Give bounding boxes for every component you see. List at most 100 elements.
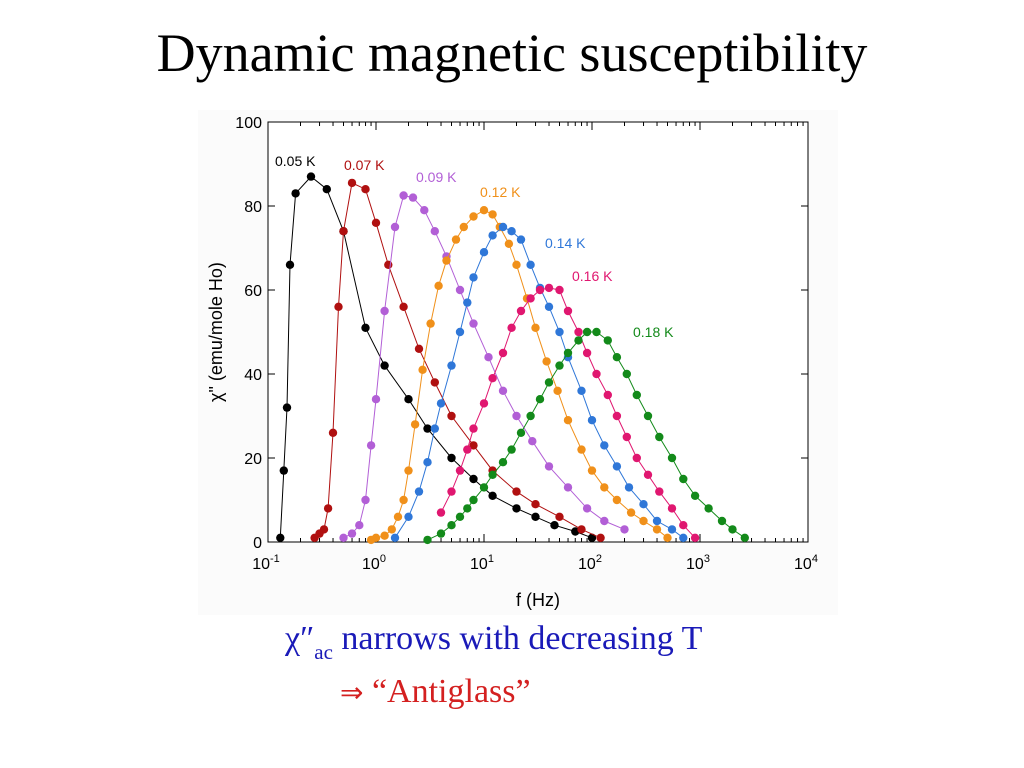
data-point xyxy=(498,222,508,232)
data-point xyxy=(516,428,526,437)
data-point xyxy=(526,260,535,269)
data-point xyxy=(447,361,456,370)
data-point xyxy=(531,323,540,332)
data-point xyxy=(463,298,472,307)
series-0-18-K xyxy=(423,327,749,545)
data-point xyxy=(390,533,400,542)
data-point xyxy=(582,327,592,337)
data-point xyxy=(423,535,432,545)
data-point xyxy=(563,483,573,492)
data-point xyxy=(469,424,478,433)
data-point xyxy=(679,521,688,530)
data-point xyxy=(380,306,389,316)
data-point xyxy=(531,512,540,521)
data-point xyxy=(652,525,662,534)
data-point xyxy=(319,525,329,534)
data-point xyxy=(479,206,489,215)
data-point xyxy=(347,529,357,538)
data-point xyxy=(667,453,677,463)
data-point xyxy=(469,319,478,328)
data-point xyxy=(418,365,427,374)
data-point xyxy=(404,512,413,521)
data-point xyxy=(740,533,749,542)
data-point xyxy=(728,525,737,534)
data-point xyxy=(469,212,478,221)
data-point xyxy=(479,248,489,257)
x-tick-label: 103 xyxy=(686,553,710,573)
data-point xyxy=(498,386,508,395)
data-point xyxy=(469,273,478,282)
data-point xyxy=(436,399,446,408)
x-tick-label: 104 xyxy=(794,553,818,573)
data-point xyxy=(430,424,439,433)
series-0-07-K xyxy=(310,178,605,542)
series-line xyxy=(343,194,625,539)
y-tick-label: 20 xyxy=(244,451,262,468)
x-tick-label: 101 xyxy=(470,553,494,573)
data-point xyxy=(690,533,700,542)
data-point xyxy=(339,227,348,236)
data-point xyxy=(535,285,545,295)
data-point xyxy=(430,227,439,236)
data-point xyxy=(574,327,583,337)
data-point xyxy=(498,348,508,358)
y-tick-label: 60 xyxy=(244,283,262,300)
data-point xyxy=(408,193,418,202)
data-point xyxy=(555,285,564,295)
data-point xyxy=(563,416,573,425)
data-point xyxy=(555,512,564,521)
data-point xyxy=(451,235,461,244)
data-point xyxy=(384,260,393,269)
data-point xyxy=(322,185,331,194)
data-point xyxy=(488,470,497,479)
data-point xyxy=(655,487,664,496)
data-point xyxy=(306,172,316,181)
data-point xyxy=(355,521,364,530)
data-point xyxy=(371,218,381,227)
data-point xyxy=(704,504,713,513)
data-point xyxy=(410,420,420,429)
x-tick-label: 100 xyxy=(362,553,386,573)
data-point xyxy=(620,525,629,534)
data-point xyxy=(544,283,554,293)
data-point xyxy=(426,319,435,328)
data-point xyxy=(632,390,641,400)
data-point xyxy=(516,306,526,316)
data-point xyxy=(582,348,592,358)
y-tick-label: 100 xyxy=(235,115,262,132)
data-point xyxy=(622,369,631,379)
data-point xyxy=(399,495,408,505)
data-point xyxy=(469,441,478,450)
data-point xyxy=(484,353,493,362)
data-point xyxy=(479,399,489,408)
data-point xyxy=(690,491,700,500)
data-point xyxy=(544,378,554,387)
data-point xyxy=(282,403,292,412)
data-point xyxy=(479,483,489,492)
data-point xyxy=(399,302,408,311)
data-point xyxy=(563,348,573,358)
data-point xyxy=(361,495,370,505)
series-0-14-K xyxy=(390,222,688,542)
data-point xyxy=(667,504,677,513)
series-label: 0.12 K xyxy=(480,184,521,200)
data-point xyxy=(323,504,333,513)
data-point xyxy=(463,445,472,454)
data-point xyxy=(469,474,478,484)
data-point xyxy=(447,411,456,421)
data-point xyxy=(652,516,662,526)
data-point xyxy=(390,222,400,232)
data-point xyxy=(717,516,727,526)
data-point xyxy=(404,466,413,475)
series-label: 0.09 K xyxy=(416,169,457,185)
data-point xyxy=(603,390,612,400)
data-point xyxy=(550,521,559,530)
data-point xyxy=(626,508,636,517)
data-point xyxy=(414,487,424,496)
caption-line-2: ⇒ “Antiglass” xyxy=(340,673,531,711)
data-point xyxy=(285,260,295,269)
data-point xyxy=(612,462,622,471)
data-point xyxy=(531,500,540,509)
y-tick-label: 80 xyxy=(244,199,262,216)
series-label: 0.07 K xyxy=(344,157,385,173)
